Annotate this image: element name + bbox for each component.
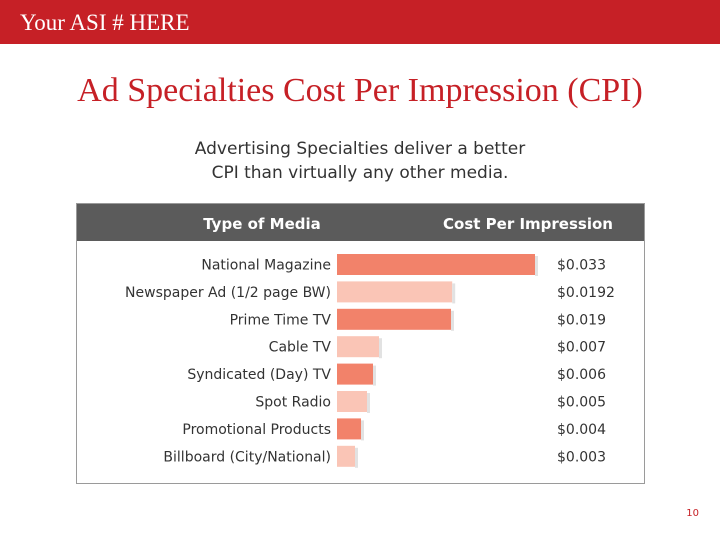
category-label: Syndicated (Day) TV — [187, 367, 331, 383]
category-label: Billboard (City/National) — [163, 449, 331, 465]
value-label: $0.003 — [557, 449, 606, 465]
bar — [337, 281, 453, 303]
bar-shadow — [452, 283, 456, 304]
bar-shadow — [361, 420, 364, 441]
bar — [337, 391, 367, 412]
bar — [337, 336, 379, 358]
slide-title: Ad Specialties Cost Per Impression (CPI) — [77, 72, 643, 109]
category-label: Newspaper Ad (1/2 page BW) — [125, 285, 331, 301]
bar-shadow — [373, 365, 376, 386]
category-label: Spot Radio — [255, 395, 331, 411]
category-label: Promotional Products — [182, 422, 331, 438]
chart-rows: National Magazine $0.033 Newspaper Ad (1/2… — [125, 254, 615, 468]
asi-number-placeholder: Your ASI # HERE — [20, 10, 190, 35]
bar — [337, 308, 451, 330]
cpi-bar-chart: Type of Media Cost Per Impression Nation… — [76, 203, 645, 484]
slide-number: 10 — [686, 508, 699, 519]
value-label: $0.005 — [557, 395, 606, 411]
value-label: $0.007 — [557, 340, 606, 356]
bar — [337, 445, 355, 467]
column-header-media: Type of Media — [203, 215, 321, 233]
chart-header-band — [77, 204, 644, 241]
bar — [337, 363, 373, 385]
column-header-cpi: Cost Per Impression — [443, 215, 613, 233]
value-label: $0.006 — [557, 367, 606, 383]
bar-shadow — [355, 447, 358, 468]
bar — [337, 254, 535, 275]
bar-shadow — [451, 310, 454, 331]
category-label: National Magazine — [201, 258, 331, 274]
subtitle-line-1: Advertising Specialties deliver a better — [194, 139, 526, 159]
value-label: $0.0192 — [557, 285, 615, 301]
value-label: $0.004 — [557, 422, 606, 438]
value-label: $0.033 — [557, 258, 606, 274]
bar — [337, 418, 361, 440]
bar-shadow — [379, 338, 382, 359]
value-label: $0.019 — [557, 312, 606, 328]
subtitle-line-2: CPI than virtually any other media. — [211, 163, 509, 183]
header-bar: Your ASI # HERE — [0, 0, 720, 44]
slide-subtitle: Advertising Specialties deliver a better… — [150, 137, 570, 185]
bar-shadow — [367, 393, 370, 413]
bar-shadow — [535, 256, 538, 276]
category-label: Cable TV — [269, 340, 332, 356]
category-label: Prime Time TV — [230, 312, 332, 328]
